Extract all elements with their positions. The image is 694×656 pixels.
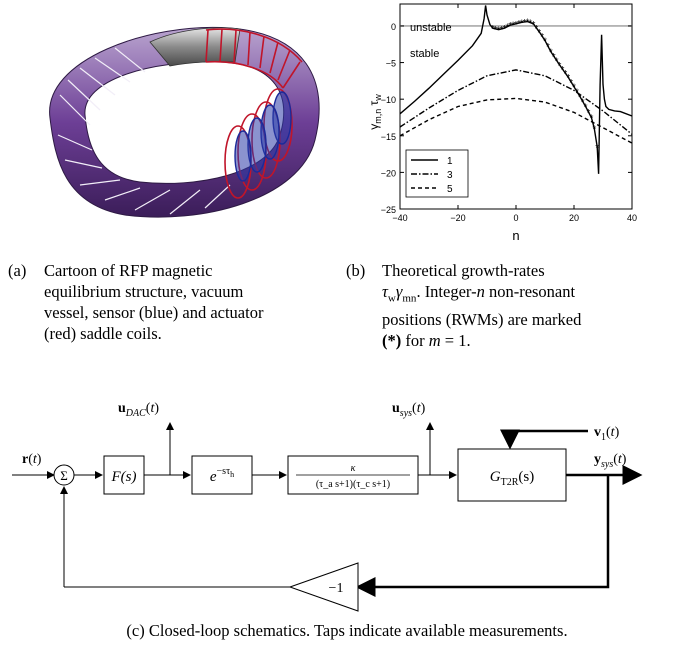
legend-label-5: 5 — [447, 184, 453, 195]
signal-v1: v1(t) — [594, 425, 620, 443]
rwm-marker: * — [581, 97, 585, 108]
vessel-section — [149, 27, 241, 67]
gain-label: −1 — [329, 581, 344, 596]
sum-symbol: Σ — [60, 468, 68, 483]
caption-a-line: (red) saddle coils. — [44, 324, 162, 343]
rwm-marker: * — [514, 20, 518, 31]
annotation-stable: stable — [410, 48, 439, 60]
caption-c: (c) Closed-loop schematics. Taps indicat… — [126, 621, 568, 640]
caption-b-line: (*) for m = 1. — [382, 331, 471, 351]
torus-cartoon — [49, 26, 320, 218]
y-tick-label: −25 — [381, 205, 396, 215]
field-lines — [57, 47, 231, 215]
g-t2r-label: GT2R(s) — [490, 469, 534, 488]
legend-label-1: 1 — [447, 156, 453, 167]
x-axis-label: n — [512, 228, 519, 243]
caption-b: (b) Theoretical growth-rates τwγmn. Inte… — [346, 260, 676, 350]
rwm-marker: * — [595, 143, 599, 154]
caption-b-line: τwγmn. Integer-n non-resonant — [382, 282, 576, 305]
rwm-marker: * — [560, 65, 564, 76]
delay-label: e−sτh — [210, 466, 234, 485]
signal-u-dac: uDAC(t) — [118, 401, 159, 419]
y-axis-label: γm,n τw — [367, 94, 383, 130]
rwm-marker: * — [569, 78, 573, 89]
annotation-unstable: unstable — [410, 22, 452, 34]
rwm-marker: * — [549, 48, 553, 59]
rwm-marker: * — [534, 24, 538, 35]
rwm-marker: * — [531, 20, 535, 31]
sensor-coils — [234, 91, 292, 182]
rwm-marker: * — [500, 25, 504, 36]
delay-block — [191, 455, 253, 495]
x-tick-label: −20 — [450, 213, 465, 223]
rwm-marker: * — [520, 18, 524, 29]
caption-b-label: (b) — [346, 261, 366, 280]
caption-b-line: Theoretical growth-rates — [382, 261, 545, 280]
caption-a: (a) Cartoon of RFP magnetic equilibrium … — [8, 260, 328, 350]
rwm-marker: * — [572, 83, 576, 94]
rwm-marker: * — [578, 92, 582, 103]
rwm-marker: * — [566, 73, 570, 84]
caption-a-line: vessel, sensor (blue) and actuator — [44, 303, 264, 322]
caption-a-label: (a) — [8, 261, 27, 280]
rwm-marker: * — [526, 18, 530, 29]
controller-label: F(s) — [111, 469, 137, 485]
rwm-marker: * — [517, 19, 521, 30]
rwm-marker: * — [558, 61, 562, 72]
signal-y-sys: ysys(t) — [594, 452, 627, 470]
rwm-marker: * — [497, 26, 501, 37]
series-line-3 — [399, 69, 633, 135]
rwm-marker: * — [540, 32, 544, 43]
rwm-marker: * — [494, 25, 498, 36]
gain-block — [288, 562, 359, 612]
rwm-marker: * — [587, 108, 591, 119]
plant-denominator: (τ_a s+1)(τ_c s+1) — [316, 479, 390, 490]
block-diagram: Σ F(s) e−sτh κ (τ_a s+1)(τ_c s+1) GT2R(s… — [12, 401, 643, 612]
rwm-marker: * — [589, 113, 593, 124]
rwm-marker: * — [511, 21, 515, 32]
rwm-marker: * — [575, 87, 579, 98]
x-tick-label: 0 — [513, 213, 518, 223]
rwm-marker: * — [529, 19, 533, 30]
y-tick-label: −10 — [381, 95, 396, 105]
rwm-marker: * — [505, 23, 509, 34]
growth-rate-chart: 0 −5 −10 −15 −20 −25 −40 −20 0 20 40 unstable sta… — [367, 3, 637, 243]
series-line-5 — [399, 97, 633, 144]
caption-a-line: Cartoon of RFP magnetic — [44, 261, 213, 280]
plant-numerator: κ — [351, 463, 356, 474]
rwm-marker: * — [592, 124, 596, 135]
g-t2r-block — [457, 448, 567, 502]
rwm-marker: * — [584, 103, 588, 114]
x-tick-label: −40 — [392, 213, 407, 223]
summing-junction — [53, 464, 75, 486]
x-tick-label: 40 — [627, 213, 637, 223]
signal-u-sys: usys(t) — [392, 401, 426, 419]
rwm-marker: * — [537, 28, 541, 39]
caption-b-line: positions (RWMs) are marked — [382, 310, 582, 330]
caption-a-line: equilibrium structure, vacuum — [44, 282, 244, 301]
rwm-marker: * — [543, 37, 547, 48]
rwm-marker: * — [491, 24, 495, 35]
rwm-marker: * — [546, 42, 550, 53]
series-line-1 — [399, 5, 633, 174]
rwm-marker: * — [552, 52, 556, 63]
legend: 1 3 5 — [405, 149, 469, 198]
x-tick-label: 20 — [569, 213, 579, 223]
legend-label-3: 3 — [447, 170, 453, 181]
signal-r: r(t) — [22, 452, 42, 467]
y-tick-label: 0 — [391, 22, 396, 32]
controller-block — [103, 455, 145, 495]
rwm-marker: * — [523, 18, 527, 29]
y-tick-label: −15 — [381, 132, 396, 142]
rwm-marker: * — [555, 56, 559, 67]
rwm-marker: * — [508, 21, 512, 32]
rwm-marker: * — [502, 24, 506, 35]
y-tick-label: −20 — [381, 168, 396, 178]
y-tick-label: −5 — [386, 59, 396, 69]
rwm-marker: * — [563, 69, 567, 80]
